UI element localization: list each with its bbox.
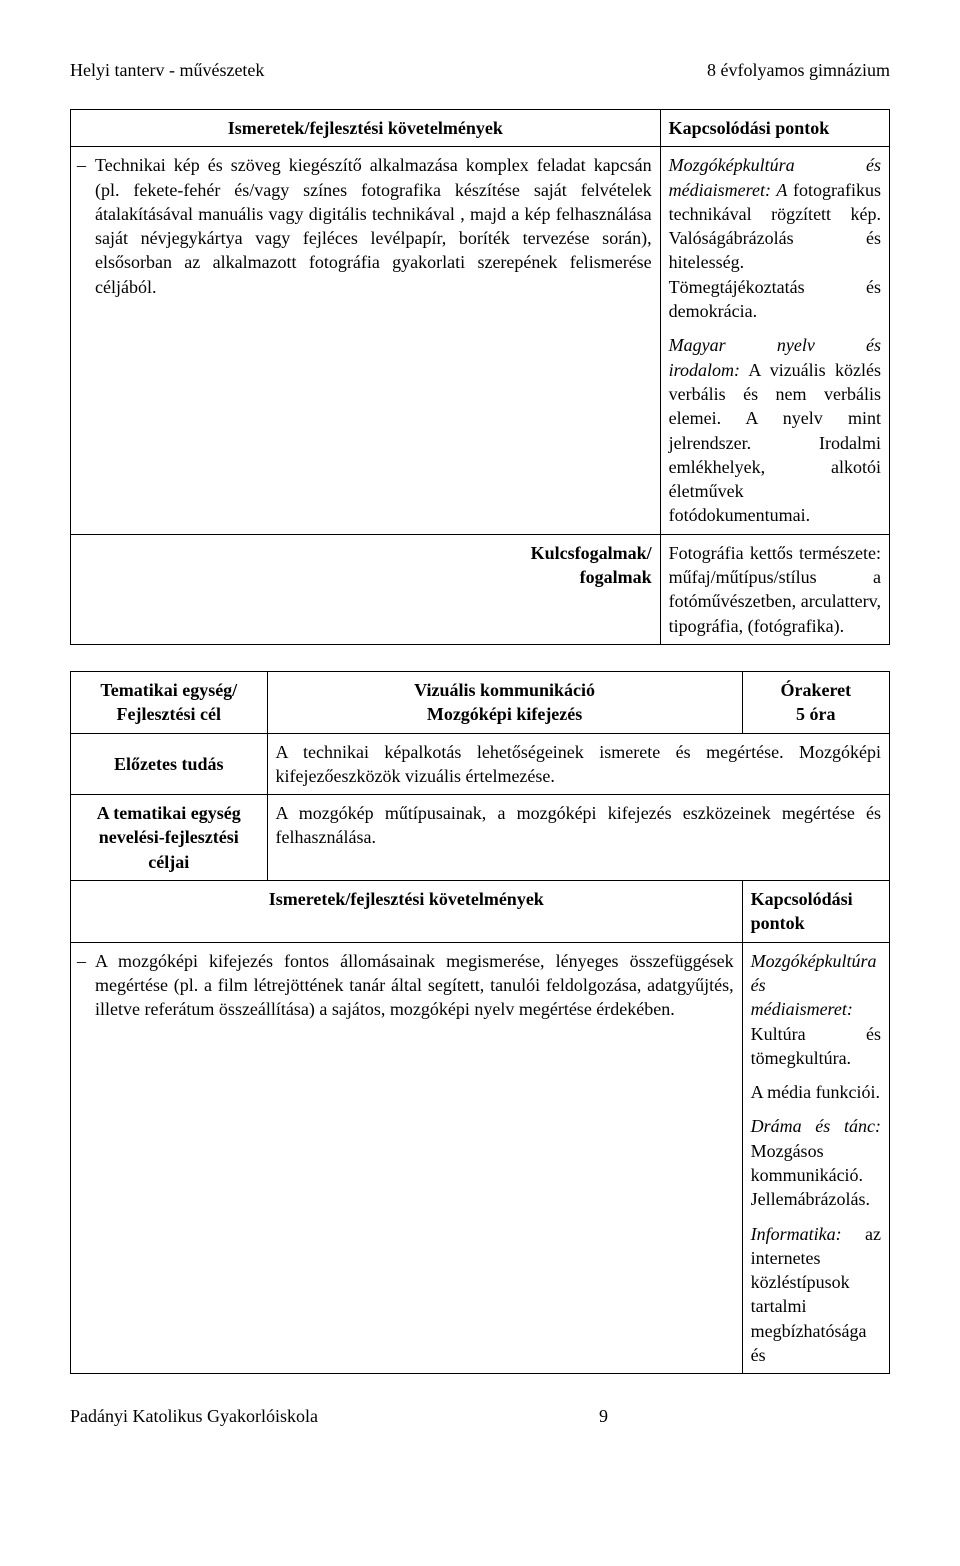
t1-right-p2: Magyar nyelv és irodalom: A vizuális köz…: [669, 333, 881, 527]
t2-r5-p1: Mozgóképkultúra és médiaismeret: Kultúra…: [751, 949, 881, 1070]
t2-r2c2: A technikai képalkotás lehetőségeinek is…: [267, 733, 889, 795]
t2-r4c1: Ismeretek/fejlesztési követelmények: [71, 881, 743, 943]
t1-body-left: Technikai kép és szöveg kiegészítő alkal…: [71, 147, 661, 534]
t2-r3c2: A mozgókép műtípusainak, a mozgóképi kif…: [267, 795, 889, 881]
footer-page: 9: [599, 1406, 608, 1427]
curriculum-table-1: Ismeretek/fejlesztési követelmények Kapc…: [70, 109, 890, 645]
t1-key-label: Kulcsfogalmak/ fogalmak: [71, 534, 661, 644]
t2-r2c1: Előzetes tudás: [71, 733, 268, 795]
page-header: Helyi tanterv - művészetek 8 évfolyamos …: [70, 60, 890, 81]
t2-r5-p4: Informatika: az internetes közléstípusok…: [751, 1222, 881, 1368]
page-footer: Padányi Katolikus Gyakorlóiskola 9: [70, 1406, 890, 1427]
t1-body-right: Mozgóképkultúra és médiaismeret: A fotog…: [660, 147, 889, 534]
t2-r1c3: Órakeret 5 óra: [742, 671, 889, 733]
t1-right-p1: Mozgóképkultúra és médiaismeret: A fotog…: [669, 153, 881, 323]
t2-r4c2: Kapcsolódási pontok: [742, 881, 889, 943]
t1-header-left: Ismeretek/fejlesztési követelmények: [71, 110, 661, 147]
t2-r3c1: A tematikai egység nevelési-fejlesztési …: [71, 795, 268, 881]
t2-r5c2: Mozgóképkultúra és médiaismeret: Kultúra…: [742, 942, 889, 1374]
curriculum-table-2: Tematikai egység/ Fejlesztési cél Vizuál…: [70, 671, 890, 1374]
t1-header-right: Kapcsolódási pontok: [660, 110, 889, 147]
t2-r5-p2: A média funkciói.: [751, 1080, 881, 1104]
header-right: 8 évfolyamos gimnázium: [707, 60, 890, 81]
t2-r1c2: Vizuális kommunikáció Mozgóképi kifejezé…: [267, 671, 742, 733]
footer-left: Padányi Katolikus Gyakorlóiskola: [70, 1406, 318, 1427]
header-left: Helyi tanterv - művészetek: [70, 60, 264, 81]
t1-key-content: Fotográfia kettős természete: műfaj/műtí…: [660, 534, 889, 644]
t2-r5-p3: Dráma és tánc: Mozgásos kommunikáció. Je…: [751, 1114, 881, 1211]
t2-r5c1: A mozgóképi kifejezés fontos állomásaina…: [71, 942, 743, 1374]
t2-r1c1: Tematikai egység/ Fejlesztési cél: [71, 671, 268, 733]
